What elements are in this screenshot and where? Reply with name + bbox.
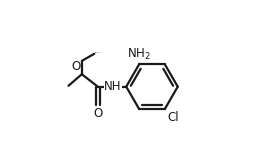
Text: O: O: [93, 107, 102, 120]
Text: Cl: Cl: [167, 111, 179, 124]
Text: methoxy: methoxy: [95, 52, 101, 53]
Text: NH$_2$: NH$_2$: [127, 47, 151, 62]
Text: O: O: [72, 60, 81, 73]
Text: NH: NH: [104, 80, 122, 93]
